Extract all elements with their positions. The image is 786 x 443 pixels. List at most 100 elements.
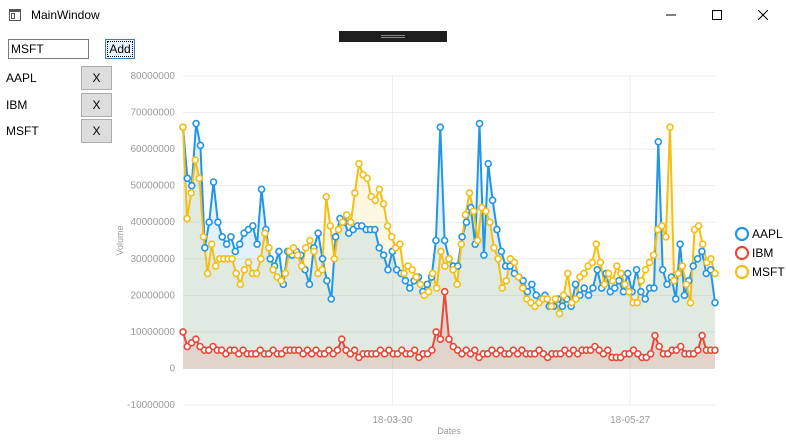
ibm-data-point — [179, 328, 187, 336]
aapl-data-point — [323, 276, 331, 285]
aapl-data-point — [488, 196, 497, 205]
aapl-data-point — [671, 295, 680, 303]
legend-marker-aapl — [734, 226, 750, 242]
ibm-data-point — [603, 346, 612, 354]
msft-data-point — [400, 269, 408, 278]
ticker-input[interactable] — [8, 39, 89, 59]
msft-data-point — [269, 265, 277, 274]
msft-data-point — [666, 123, 674, 131]
grip-icon — [381, 35, 405, 36]
ibm-area — [183, 291, 715, 369]
volume-chart: -10000000 0 10000000 20000000 30000000 400000… — [115, 71, 785, 436]
msft-data-point — [449, 265, 457, 274]
ibm-data-point — [428, 346, 436, 354]
msft-data-point — [498, 284, 507, 292]
aapl-area — [183, 123, 715, 369]
debug-toolbar-handle[interactable] — [339, 31, 447, 42]
msft-data-point — [543, 295, 552, 303]
msft-data-point — [408, 265, 416, 274]
msft-data-point — [416, 280, 425, 289]
aapl-data-point — [275, 247, 283, 256]
x-tick-label: 18-03-30 — [372, 415, 412, 426]
msft-data-point — [301, 244, 310, 252]
msft-data-point — [371, 196, 380, 205]
remove-stock-button[interactable]: X — [81, 66, 112, 90]
aapl-data-point — [331, 233, 340, 241]
y-tick-label: 10000000 — [131, 327, 176, 338]
ibm-data-point — [694, 346, 702, 354]
msft-data-point — [657, 222, 666, 230]
msft-data-point — [649, 251, 658, 259]
msft-data-point — [232, 269, 240, 278]
remove-stock-button[interactable]: X — [81, 93, 112, 117]
msft-data-point — [453, 280, 461, 289]
aapl-data-point — [462, 218, 471, 227]
msft-data-point — [256, 254, 265, 263]
msft-data-point — [244, 258, 253, 267]
msft-data-point — [199, 233, 208, 241]
msft-data-point — [261, 229, 269, 237]
aapl-data-point — [493, 225, 501, 234]
legend-label-msft: MSFT — [752, 265, 785, 279]
remove-stock-button[interactable]: X — [81, 119, 112, 143]
msft-data-point — [514, 273, 523, 281]
maximize-button[interactable] — [694, 0, 740, 31]
aapl-data-point — [196, 141, 205, 150]
msft-data-point — [469, 207, 478, 216]
close-button[interactable] — [740, 0, 786, 31]
msft-data-point — [518, 284, 527, 292]
msft-data-point — [387, 233, 396, 241]
msft-data-point — [559, 291, 568, 300]
msft-data-point — [641, 265, 650, 274]
msft-data-point — [678, 262, 687, 270]
aapl-data-point — [480, 251, 488, 259]
aapl-data-point — [497, 247, 506, 256]
msft-data-point — [617, 269, 625, 278]
stock-symbol-label: IBM — [6, 98, 28, 112]
msft-data-point — [396, 240, 404, 248]
msft-data-point — [297, 262, 306, 270]
msft-data-point — [322, 192, 331, 201]
add-button[interactable]: Add — [105, 39, 135, 59]
aapl-data-point — [432, 236, 440, 245]
msft-data-point — [432, 284, 441, 292]
aapl-data-point — [584, 291, 593, 300]
minimize-icon — [666, 14, 676, 16]
msft-data-point — [645, 258, 654, 267]
aapl-data-point — [680, 291, 689, 300]
aapl-data-point — [589, 284, 597, 292]
msft-data-point — [236, 280, 245, 289]
msft-data-point — [694, 222, 703, 230]
msft-data-point — [293, 251, 302, 259]
aapl-data-point — [698, 247, 706, 256]
aapl-data-point — [384, 265, 392, 274]
legend-label-aapl: AAPL — [752, 227, 783, 241]
msft-data-point — [592, 240, 601, 248]
msft-data-point — [338, 218, 347, 227]
msft-data-point — [588, 258, 597, 267]
msft-data-point — [457, 240, 466, 248]
msft-data-point — [494, 254, 502, 263]
msft-data-point — [240, 265, 249, 274]
y-tick-label: 20000000 — [131, 290, 176, 301]
minimize-button[interactable] — [648, 0, 694, 31]
close-icon — [757, 9, 769, 21]
msft-data-point — [379, 200, 388, 208]
app-window-icon — [9, 9, 21, 21]
msft-data-point — [207, 240, 216, 248]
ibm-data-point — [410, 346, 419, 354]
msft-data-point — [502, 276, 511, 285]
msft-area — [183, 127, 715, 369]
ibm-data-point — [337, 335, 346, 344]
aapl-data-point — [218, 233, 227, 241]
aapl-data-point — [183, 174, 192, 183]
msft-data-point — [608, 276, 617, 285]
aapl-data-point — [440, 236, 449, 245]
ibm-data-point — [655, 342, 664, 351]
msft-data-point — [355, 159, 363, 168]
aapl-data-point — [314, 229, 322, 237]
msft-data-point — [310, 247, 318, 256]
aapl-data-point — [318, 254, 327, 263]
msft-data-point — [183, 214, 191, 223]
y-tick-label: 30000000 — [131, 254, 176, 265]
